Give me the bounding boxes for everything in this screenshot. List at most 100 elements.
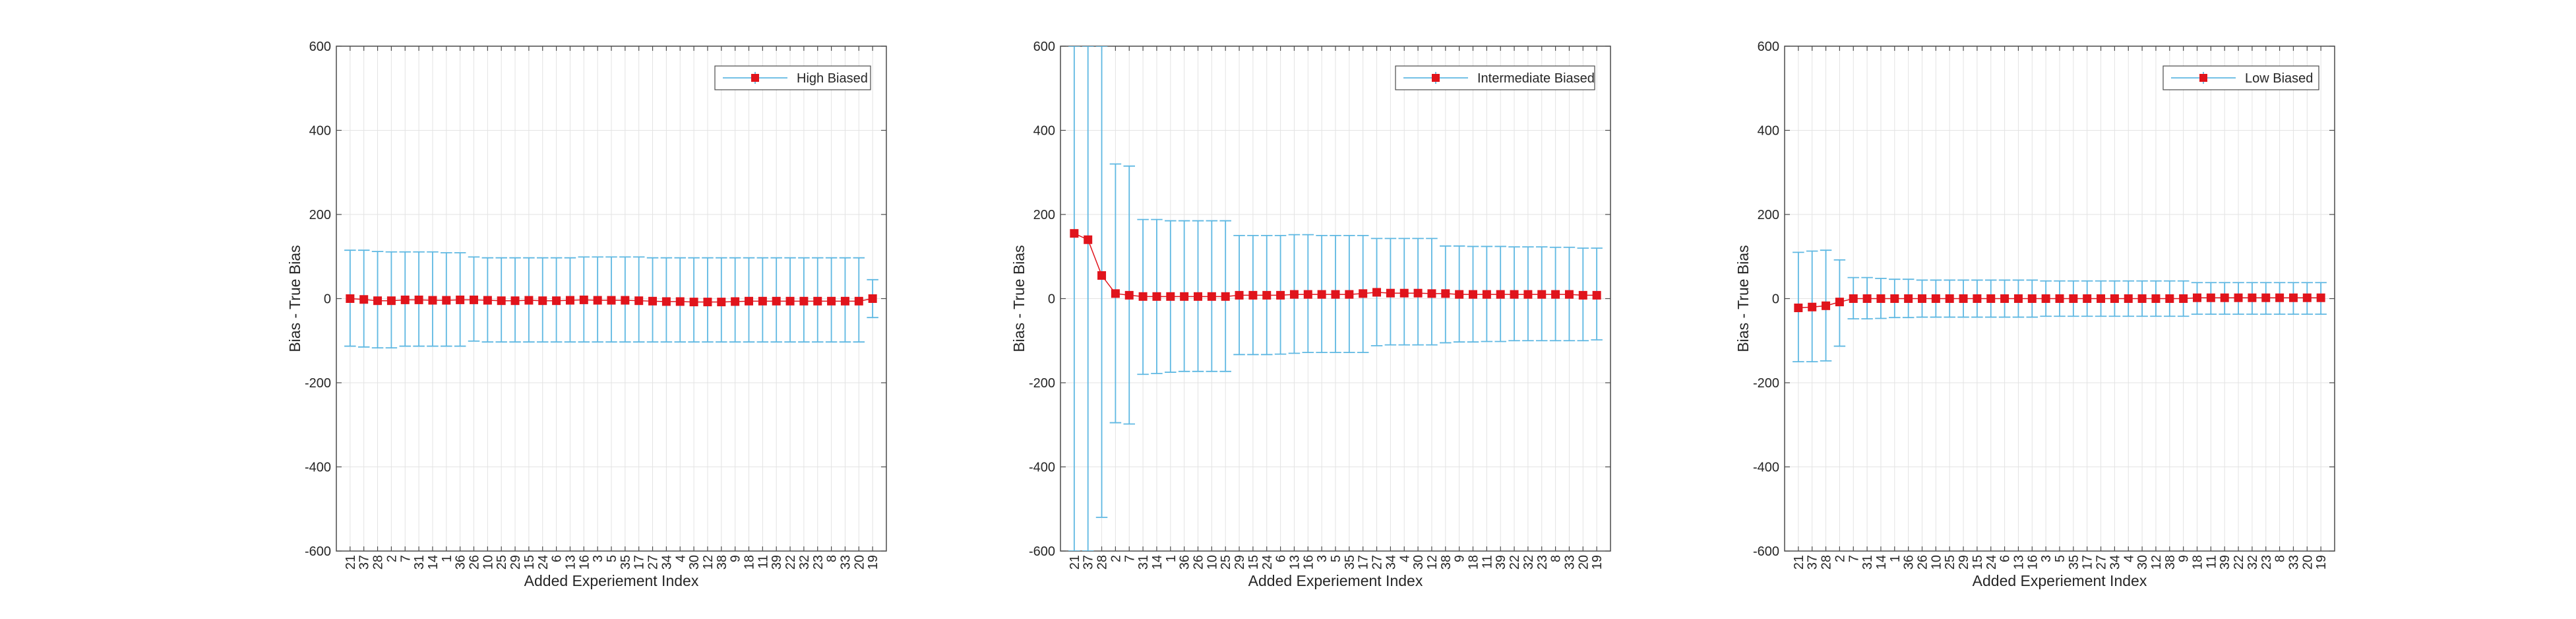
x-tick-label: 38	[1439, 555, 1454, 570]
x-tick-label: 33	[1562, 555, 1577, 570]
x-tick-label: 24	[1260, 555, 1275, 570]
data-point	[2041, 294, 2050, 303]
x-tick-label: 11	[756, 555, 770, 569]
data-point	[1084, 235, 1093, 244]
legend: Low Biased	[2162, 65, 2319, 90]
data-point	[1207, 292, 1216, 301]
y-tick-label: -200	[1753, 376, 1779, 391]
x-tick-label: 7	[1122, 555, 1137, 562]
data-point	[1372, 288, 1382, 297]
x-tick-label: 39	[2218, 555, 2232, 570]
x-tick-label: 17	[2081, 555, 2095, 570]
legend-marker	[2199, 74, 2207, 82]
x-tick-label: 18	[743, 555, 757, 570]
data-point	[1876, 294, 1886, 303]
data-point	[1262, 290, 1272, 300]
x-tick-label: 36	[1178, 555, 1192, 570]
x-tick-label: 36	[1902, 555, 1917, 570]
x-tick-label: 11	[1480, 555, 1494, 569]
data-point	[538, 296, 547, 306]
data-point	[1592, 290, 1601, 300]
data-point	[1386, 288, 1395, 298]
x-tick-label: 1	[440, 555, 454, 562]
y-tick-label: -200	[1029, 376, 1055, 391]
x-tick-label: 34	[2108, 555, 2122, 570]
data-point	[1578, 290, 1587, 300]
data-point	[1180, 292, 1189, 301]
data-point	[497, 296, 506, 306]
data-point	[1469, 290, 1477, 299]
data-point	[1822, 301, 1831, 310]
data-point	[621, 296, 630, 305]
x-tick-label: 30	[687, 555, 702, 570]
data-point	[346, 294, 355, 303]
x-tick-label: 27	[2095, 555, 2109, 570]
data-point	[868, 294, 877, 303]
y-tick-label: 400	[309, 124, 331, 139]
x-tick-label: 11	[2204, 555, 2219, 569]
y-tick-label: 400	[1033, 124, 1055, 139]
data-point	[2013, 294, 2023, 303]
x-tick-label: 32	[2246, 555, 2260, 570]
x-tick-label: 24	[1984, 555, 1999, 570]
x-tick-label: 19	[1590, 555, 1605, 570]
x-tick-label: 4	[673, 555, 688, 562]
x-tick-label: 39	[770, 555, 784, 570]
x-tick-label: 7	[398, 555, 413, 562]
x-tick-label: 8	[1549, 555, 1564, 562]
x-tick-label: 24	[536, 555, 551, 570]
data-point	[1862, 294, 1872, 303]
x-tick-label: 28	[1095, 555, 1110, 570]
data-point	[1289, 290, 1299, 299]
y-tick-label: -600	[1029, 544, 1055, 559]
data-point	[1235, 290, 1244, 300]
data-point	[1303, 290, 1312, 299]
x-tick-label: 1	[1164, 555, 1179, 562]
data-layer	[1793, 249, 2327, 363]
data-point	[510, 296, 520, 306]
x-tick-label: 15	[522, 555, 537, 570]
x-tick-label: 37	[1082, 555, 1096, 570]
x-tick-label: 28	[1820, 555, 1834, 570]
data-point	[1317, 290, 1326, 299]
data-point	[689, 298, 698, 307]
x-tick-label: 14	[426, 555, 441, 570]
x-tick-label: 25	[1943, 555, 1957, 570]
x-tick-label: 12	[701, 555, 716, 570]
x-tick-label: 19	[2314, 555, 2329, 570]
x-tick-label: 33	[838, 555, 853, 570]
data-point	[1835, 298, 1844, 307]
x-tick-label: 23	[1535, 555, 1550, 570]
data-point	[1441, 289, 1450, 298]
x-tick-label: 5	[2053, 555, 2068, 562]
x-tick-label: 21	[344, 555, 358, 570]
x-tick-label: 7	[1847, 555, 1861, 562]
x-tick-label: 27	[646, 555, 661, 570]
x-tick-label: 2	[1109, 555, 1123, 562]
x-tick-label: 38	[715, 555, 729, 570]
y-tick-label: -400	[1753, 461, 1779, 475]
x-tick-label: 10	[1205, 555, 1219, 570]
x-tick-label: 13	[1287, 555, 1302, 570]
data-point	[1070, 229, 1079, 238]
data-point	[1986, 294, 1996, 303]
data-point	[2165, 294, 2174, 303]
data-point	[785, 296, 795, 306]
data-point	[731, 297, 740, 306]
x-tick-label: 20	[852, 555, 867, 570]
x-tick-label: 34	[659, 555, 674, 570]
data-point	[703, 298, 712, 307]
data-point	[1551, 290, 1560, 299]
x-tick-label: 31	[1860, 555, 1875, 570]
data-point	[456, 295, 465, 304]
x-tick-label: 5	[605, 555, 619, 562]
x-tick-label: 3	[591, 555, 605, 562]
data-point	[1890, 294, 1899, 303]
data-point	[552, 296, 561, 306]
data-point	[675, 297, 685, 306]
x-tick-label: 13	[2011, 555, 2026, 570]
data-point	[1097, 271, 1107, 280]
x-tick-label: 10	[481, 555, 495, 570]
x-tick-label: 20	[2300, 555, 2315, 570]
